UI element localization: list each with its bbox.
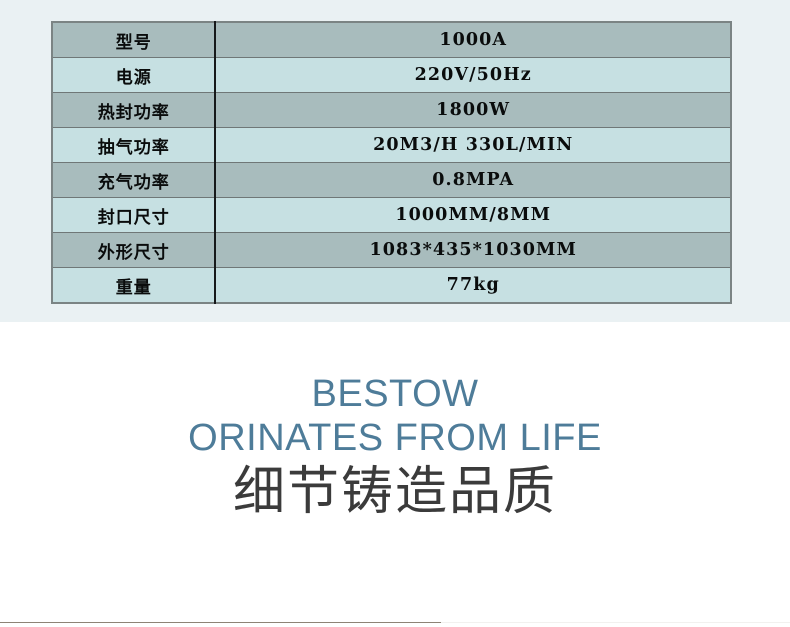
spec-label: 充气功率: [52, 162, 217, 198]
specification-table-body: 型号 1000A 电源 220V/50Hz 热封功率 1800W 抽气功率 20…: [52, 22, 731, 303]
slogan-english-line-1: BESTOW: [311, 373, 479, 415]
table-row: 抽气功率 20M3/H 330L/MIN: [52, 127, 731, 163]
spec-value: 20M3/H 330L/MIN: [215, 127, 731, 163]
slogan-chinese-line: 细节铸造品质: [232, 461, 557, 522]
table-row: 型号 1000A: [52, 22, 731, 58]
specification-table-container: 型号 1000A 电源 220V/50Hz 热封功率 1800W 抽气功率 20…: [51, 21, 732, 304]
slogan-english-line-2: ORINATES FROM LIFE: [188, 417, 602, 460]
spec-label: 电源: [52, 57, 217, 93]
spec-value: 220V/50Hz: [215, 57, 731, 93]
specification-table: 型号 1000A 电源 220V/50Hz 热封功率 1800W 抽气功率 20…: [51, 21, 732, 304]
bottom-divider-fade: [441, 622, 790, 623]
table-row: 热封功率 1800W: [52, 92, 731, 128]
table-row: 外形尺寸 1083*435*1030MM: [52, 232, 731, 268]
spec-value: 0.8MPA: [215, 162, 731, 198]
spec-label: 型号: [52, 22, 217, 58]
slogan-block: BESTOW ORINATES FROM LIFE 细节铸造品质: [0, 372, 790, 521]
spec-value: 1083*435*1030MM: [215, 232, 731, 268]
spec-label: 外形尺寸: [52, 232, 217, 268]
spec-value: 1000A: [215, 22, 731, 58]
spec-label: 抽气功率: [52, 127, 217, 163]
table-row: 封口尺寸 1000MM/8MM: [52, 197, 731, 233]
spec-label: 封口尺寸: [52, 197, 217, 233]
spec-label: 重量: [52, 267, 217, 303]
bottom-divider: [0, 622, 441, 623]
spec-value: 77kg: [215, 267, 731, 303]
table-row: 电源 220V/50Hz: [52, 57, 731, 93]
spec-value: 1000MM/8MM: [215, 197, 731, 233]
table-row: 充气功率 0.8MPA: [52, 162, 731, 198]
spec-value: 1800W: [215, 92, 731, 128]
spec-label: 热封功率: [52, 92, 217, 128]
table-row: 重量 77kg: [52, 267, 731, 303]
